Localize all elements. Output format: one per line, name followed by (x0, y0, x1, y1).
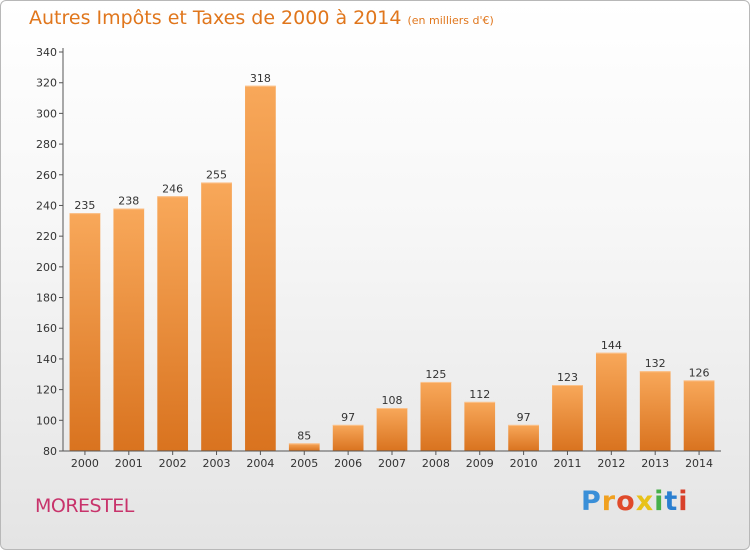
x-tick-label: 2004 (246, 457, 274, 470)
data-label-2012: 144 (601, 339, 622, 352)
bar-2000[interactable] (69, 213, 101, 451)
bar-2002[interactable] (157, 196, 189, 451)
data-label-2006: 97 (341, 411, 355, 424)
x-tick-label: 2012 (597, 457, 625, 470)
bar-2004[interactable] (245, 85, 276, 451)
x-tick-label: 2007 (378, 457, 406, 470)
data-label-2007: 108 (382, 394, 403, 407)
x-axis: 2000 2001 2002 2003 2004 2005 2006 2007 2008 2009… (63, 450, 721, 470)
y-tick-label: 100 (36, 414, 57, 427)
bar-2014[interactable] (683, 380, 715, 451)
data-label-2005: 85 (297, 429, 311, 442)
chart-subtitle: (en milliers d'€) (407, 14, 494, 27)
commune-name: MORESTEL (35, 495, 134, 517)
logo-letter: P (581, 486, 602, 517)
y-tick-label: 280 (36, 138, 57, 151)
logo-letter: i (678, 486, 689, 517)
data-label-2002: 246 (162, 182, 183, 195)
bar-2008[interactable] (420, 381, 452, 451)
y-tick-label: 300 (36, 107, 57, 120)
x-tick-label: 2005 (290, 457, 318, 470)
bar-2012[interactable] (595, 352, 627, 451)
x-tick-label: 2006 (334, 457, 362, 470)
logo-letter: r (601, 486, 617, 517)
x-tick-label: 2003 (203, 457, 231, 470)
y-tick-label: 160 (36, 322, 57, 335)
chart-title: Autres Impôts et Taxes de 2000 à 2014 (en… (29, 7, 494, 29)
bar-2013[interactable] (639, 371, 671, 451)
data-label-2008: 125 (425, 368, 446, 381)
bar-2007[interactable] (376, 408, 408, 451)
y-tick-label: 200 (36, 261, 57, 274)
data-label-2013: 132 (645, 357, 666, 370)
logo-letter: o (616, 486, 636, 517)
bar-2001[interactable] (113, 208, 145, 451)
y-tick-label: 120 (36, 384, 57, 397)
y-tick-label: 240 (36, 199, 57, 212)
bar-2009[interactable] (464, 401, 496, 451)
bar-2003[interactable] (201, 182, 232, 451)
y-tick-label: 140 (36, 353, 57, 366)
logo-letter: i (654, 486, 665, 517)
y-tick-label: 220 (36, 230, 57, 243)
data-label-2004: 318 (250, 72, 271, 85)
logo-letter: t (664, 486, 679, 517)
x-tick-label: 2000 (71, 457, 99, 470)
y-tick-label: 180 (36, 292, 57, 305)
x-tick-label: 2011 (553, 457, 581, 470)
x-tick-label: 2002 (159, 457, 187, 470)
logo-letter: x (635, 486, 655, 517)
chart-title-text: Autres Impôts et Taxes de 2000 à 2014 (29, 7, 402, 29)
data-label-2010: 97 (517, 411, 531, 424)
x-tick-label: 2009 (466, 457, 494, 470)
data-label-2014: 126 (689, 366, 710, 379)
y-tick-label: 80 (43, 445, 57, 458)
bars (69, 85, 715, 451)
data-label-2009: 112 (469, 388, 490, 401)
data-label-2011: 123 (557, 371, 578, 384)
data-label-2001: 238 (118, 195, 139, 208)
x-tick-label: 2013 (641, 457, 669, 470)
bar-2010[interactable] (508, 424, 539, 451)
y-tick-label: 340 (36, 46, 57, 59)
y-tick-label: 260 (36, 169, 57, 182)
data-label-2000: 235 (74, 199, 95, 212)
x-tick-label: 2008 (422, 457, 450, 470)
bar-2005[interactable] (288, 443, 320, 451)
data-label-2003: 255 (206, 168, 227, 181)
x-tick-label: 2001 (115, 457, 143, 470)
data-labels: 235 238 246 255 318 85 97 108 125 112 97 123 144 132 1… (74, 72, 709, 443)
x-tick-label: 2010 (510, 457, 538, 470)
proxiti-logo[interactable]: Proxiti (581, 486, 689, 517)
bar-2006[interactable] (332, 424, 364, 451)
bar-2011[interactable] (552, 385, 583, 451)
y-tick-label: 320 (36, 77, 57, 90)
y-axis: 80 100 120 140 160 180 200 220 240 260 280 300 320 34… (36, 46, 64, 458)
x-tick-label: 2014 (685, 457, 713, 470)
